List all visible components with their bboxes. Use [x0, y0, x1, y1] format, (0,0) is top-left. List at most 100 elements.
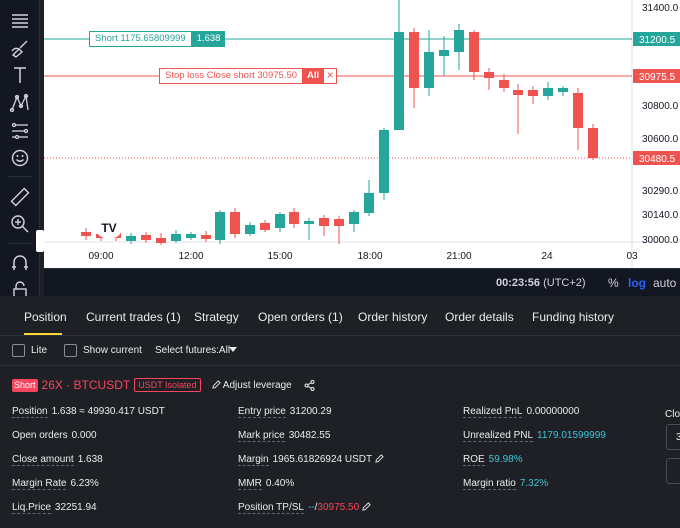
candle-up[interactable]	[215, 212, 225, 240]
candle-up[interactable]	[454, 30, 464, 52]
zoom-in-icon[interactable]	[7, 211, 33, 237]
auto-scale-button[interactable]: auto	[653, 276, 677, 290]
candle-up[interactable]	[349, 212, 359, 224]
position-symbol: 26X · BTCUSDT	[41, 378, 131, 392]
unrealized-pnl-field: Unrealized PNL 1179.01599999	[463, 430, 606, 442]
tab-order-history[interactable]: Order history	[358, 310, 428, 324]
candle-down[interactable]	[260, 223, 270, 230]
candle-down[interactable]	[334, 219, 344, 226]
close-amount-label: Close amount	[12, 454, 74, 466]
candle-up[interactable]	[126, 236, 136, 241]
stop-loss-text[interactable]: Stop loss Close short 30975.50	[159, 68, 304, 84]
toolbar-collapse-handle[interactable]	[36, 230, 44, 252]
candle-down[interactable]	[513, 90, 523, 95]
show-current-label[interactable]: Show current	[83, 345, 142, 356]
ruler-icon[interactable]	[7, 184, 33, 210]
percent-scale-button[interactable]: %	[608, 276, 619, 290]
emoji-icon[interactable]	[7, 145, 33, 171]
log-scale-button[interactable]: log	[628, 276, 646, 290]
adjust-leverage-button[interactable]: Adjust leverage	[209, 380, 292, 391]
candle-down[interactable]	[81, 232, 91, 236]
candle-up[interactable]	[558, 88, 568, 92]
close-position-button[interactable]	[666, 458, 680, 484]
roe-value: 59.98%	[488, 454, 523, 465]
tab-position[interactable]: Position	[24, 310, 67, 324]
tab-order-details[interactable]: Order details	[445, 310, 514, 324]
candle-up[interactable]	[275, 214, 285, 228]
stop-loss-line-label[interactable]: Stop loss Close short 30975.50 All ×	[159, 68, 338, 84]
candle-up[interactable]	[186, 234, 196, 238]
lite-label[interactable]: Lite	[31, 345, 48, 356]
candle-up[interactable]	[364, 193, 374, 213]
pencil-icon[interactable]	[362, 502, 371, 511]
text-tool-icon[interactable]	[7, 62, 33, 88]
margin-rate-value: 6.23%	[70, 478, 99, 489]
candle-down[interactable]	[319, 218, 329, 226]
candle-down[interactable]	[230, 212, 240, 234]
price-axis-label: 30290.0	[642, 186, 679, 197]
candle-down[interactable]	[484, 72, 494, 78]
short-position-text[interactable]: Short 1175.65809999	[89, 31, 192, 47]
stop-price-tag-text: 30975.5	[639, 72, 676, 83]
margin-mode-badge: USDT Isolated	[134, 378, 201, 392]
tab-funding-history[interactable]: Funding history	[532, 310, 615, 324]
time-axis-label: 12:00	[178, 251, 203, 262]
candle-down[interactable]	[289, 212, 299, 224]
realized-pnl-label: Realized PnL	[463, 406, 523, 418]
candle-up[interactable]	[424, 52, 434, 88]
candle-down[interactable]	[469, 32, 479, 72]
candle-up[interactable]	[245, 225, 255, 234]
adjust-leverage-label: Adjust leverage	[222, 379, 292, 391]
candle-down[interactable]	[156, 238, 166, 243]
margin-field: Margin 1965.61826924 USDT	[238, 454, 384, 466]
close-icon[interactable]: ×	[323, 68, 338, 84]
candle-up[interactable]	[304, 221, 314, 224]
margin-rate-label: Margin Rate	[12, 478, 67, 490]
close-price-input[interactable]: 3	[666, 424, 680, 450]
mmr-value: 0.40%	[265, 478, 295, 489]
mark-price-field: Mark price 30482.55	[238, 430, 330, 442]
show-current-checkbox[interactable]	[64, 344, 77, 357]
position-field: Position 1.638 ≈ 49930.417 USDT	[12, 406, 165, 418]
candle-down[interactable]	[588, 128, 598, 158]
chart-clock[interactable]: 00:23:56 (UTC+2)	[496, 277, 586, 289]
candle-down[interactable]	[141, 235, 151, 240]
share-icon[interactable]	[304, 379, 315, 391]
pattern-icon[interactable]	[7, 90, 33, 116]
candle-up[interactable]	[394, 32, 404, 130]
liq-price-value: 32251.94	[54, 502, 97, 513]
tp-sl-field: Position TP/SL --/30975.50	[238, 502, 371, 514]
lite-checkbox[interactable]	[12, 344, 25, 357]
candle-up[interactable]	[439, 50, 449, 56]
candle-down[interactable]	[201, 235, 211, 239]
margin-ratio-value: 7.32%	[519, 478, 549, 489]
time-axis-label: 03	[626, 251, 638, 262]
price-axis-label: 31400.0	[642, 3, 679, 14]
candle-up[interactable]	[543, 88, 553, 96]
chevron-down-icon[interactable]	[229, 347, 237, 352]
select-futures-dropdown[interactable]: Select futures:All	[155, 345, 231, 356]
short-position-qty[interactable]: 1.638	[191, 31, 226, 47]
price-chart[interactable]: 31400.0 30800.0 30600.0 30290.0 30140.0 30000…	[44, 0, 680, 268]
candle-down[interactable]	[409, 32, 419, 88]
candle-down[interactable]	[573, 93, 583, 128]
pencil-icon[interactable]	[375, 454, 384, 463]
tab-strategy[interactable]: Strategy	[194, 310, 239, 324]
unrealized-pnl-label: Unrealized PNL	[463, 430, 534, 442]
candle-up[interactable]	[171, 234, 181, 241]
stop-loss-all-button[interactable]: All	[303, 68, 324, 84]
sl-value: 30975.50	[317, 502, 360, 513]
roe-field: ROE 59.98%	[463, 454, 523, 466]
short-position-line-label[interactable]: Short 1175.65809999 1.638	[89, 31, 226, 47]
tab-open-orders[interactable]: Open orders (1)	[258, 310, 343, 324]
magnet-icon[interactable]	[7, 250, 33, 276]
brush-icon[interactable]	[7, 35, 33, 61]
candle-down[interactable]	[528, 90, 538, 96]
measure-lines-icon[interactable]	[7, 118, 33, 144]
candlestick-chart[interactable]: 31400.0 30800.0 30600.0 30290.0 30140.0 30000…	[44, 0, 680, 268]
tab-current-trades[interactable]: Current trades (1)	[86, 310, 181, 324]
close-amount-value: 1.638	[77, 454, 103, 465]
candle-down[interactable]	[499, 80, 509, 88]
menu-icon[interactable]	[7, 8, 33, 34]
candle-up[interactable]	[379, 130, 389, 193]
